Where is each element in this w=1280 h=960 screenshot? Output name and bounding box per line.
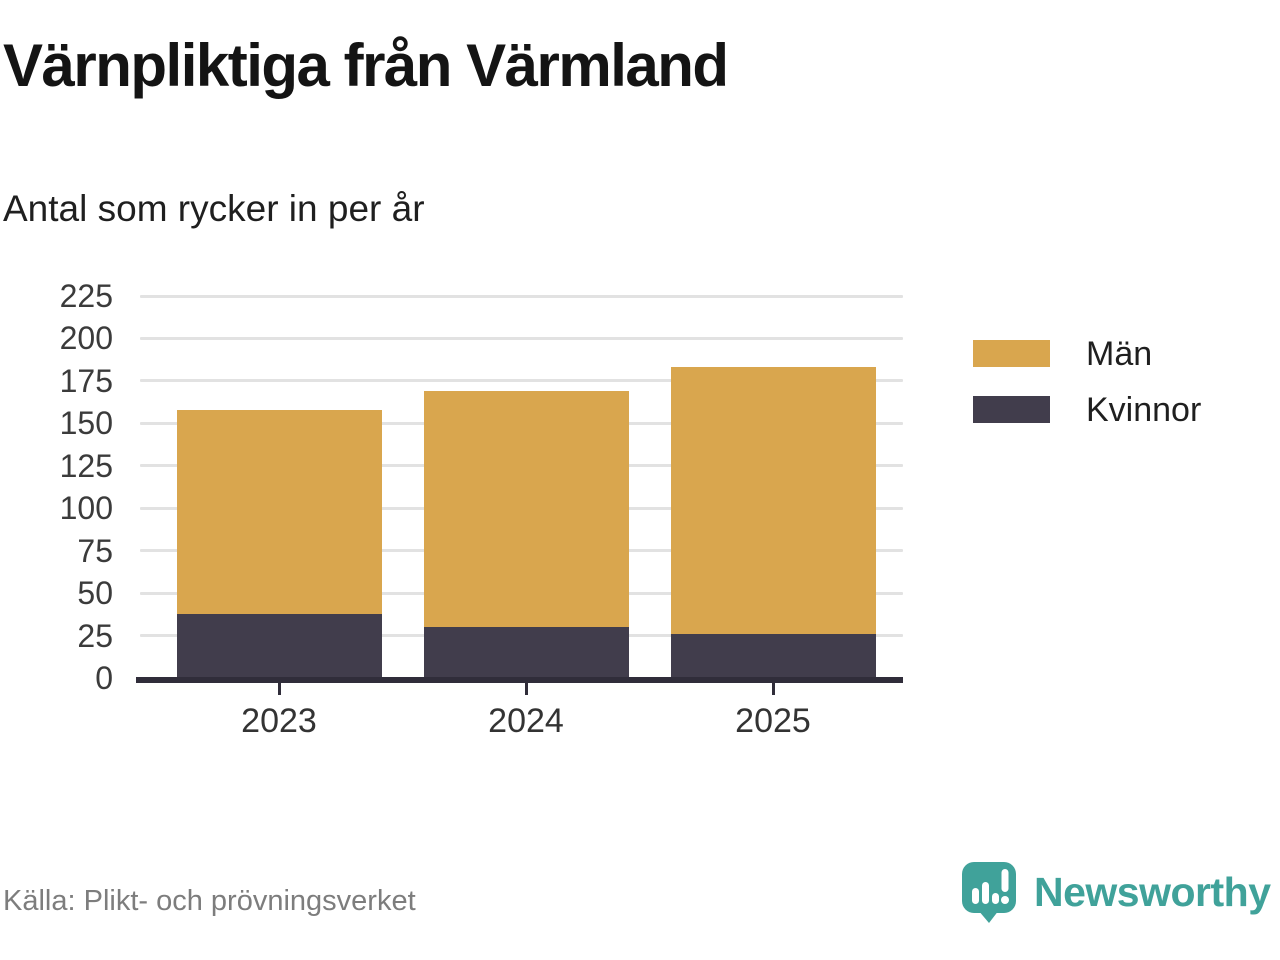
x-tick-label-2024: 2024 bbox=[488, 702, 564, 740]
legend-label-män: Män bbox=[1086, 334, 1153, 373]
y-tick-label: 175 bbox=[59, 362, 113, 399]
y-tick-label: 150 bbox=[59, 405, 113, 442]
y-tick-label: 0 bbox=[95, 660, 113, 696]
x-axis-tick-2024 bbox=[524, 682, 528, 695]
bar-segment-kvinnor-2023 bbox=[176, 613, 382, 678]
y-tick-label: 25 bbox=[77, 617, 113, 654]
x-axis-tick-2023 bbox=[277, 682, 281, 695]
gridline-y225 bbox=[140, 294, 903, 298]
chart-title: Värnpliktiga från Värmland bbox=[3, 32, 729, 99]
legend: Män Kvinnor bbox=[973, 337, 1201, 452]
legend-item-män: Män bbox=[973, 337, 1201, 371]
y-tick-label: 100 bbox=[59, 490, 113, 527]
bar-segment-män-2023 bbox=[176, 409, 382, 614]
x-tick-label-2023: 2023 bbox=[241, 702, 317, 740]
y-tick-label: 225 bbox=[59, 278, 113, 314]
bar-segment-män-2024 bbox=[423, 391, 629, 628]
gridline-y175 bbox=[140, 379, 903, 383]
legend-label-kvinnor: Kvinnor bbox=[1086, 390, 1202, 429]
bar-segment-kvinnor-2024 bbox=[423, 627, 629, 678]
x-tick-label-2025: 2025 bbox=[735, 702, 811, 740]
x-axis-line bbox=[136, 677, 903, 683]
chart-subtitle: Antal som rycker in per år bbox=[3, 188, 425, 229]
y-tick-label: 50 bbox=[77, 575, 113, 612]
legend-swatch-kvinnor bbox=[973, 396, 1050, 423]
newsworthy-speech-bubble-bar-chart-icon bbox=[962, 862, 1016, 923]
plot-area: 2023 2024 2025 bbox=[136, 294, 903, 738]
source-text: Källa: Plikt- och prövningsverket bbox=[3, 885, 416, 917]
newsworthy-logo: Newsworthy bbox=[961, 858, 1271, 926]
y-tick-label: 200 bbox=[59, 320, 113, 357]
bar-segment-kvinnor-2025 bbox=[670, 633, 876, 678]
y-axis-labels: 0 25 50 75 100 125 150 175 200 225 bbox=[0, 280, 113, 694]
y-tick-label: 125 bbox=[59, 447, 113, 484]
bar-segment-män-2025 bbox=[670, 367, 876, 634]
x-axis-tick-2025 bbox=[771, 682, 775, 695]
y-tick-label: 75 bbox=[77, 532, 113, 569]
legend-item-kvinnor: Kvinnor bbox=[973, 393, 1201, 427]
gridline-y200 bbox=[140, 336, 903, 340]
legend-swatch-män bbox=[973, 340, 1050, 367]
brand-name: Newsworthy bbox=[1034, 868, 1271, 915]
